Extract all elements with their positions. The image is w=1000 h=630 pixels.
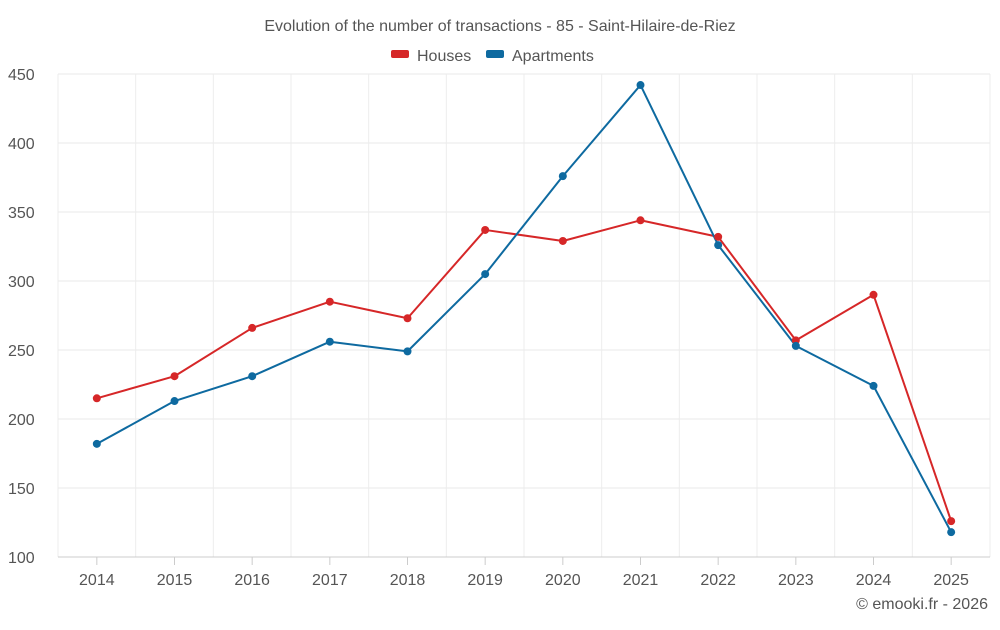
data-point-apartments-2017[interactable]: [325, 337, 334, 346]
data-point-apartments-2014[interactable]: [92, 439, 101, 448]
legend-swatch-apartments: [486, 50, 504, 58]
x-tick-label: 2014: [79, 572, 115, 589]
data-point-apartments-2024[interactable]: [869, 381, 878, 390]
x-tick-label: 2019: [467, 572, 503, 589]
data-point-apartments-2025[interactable]: [947, 528, 956, 537]
data-point-apartments-2023[interactable]: [791, 341, 800, 350]
data-point-houses-2024[interactable]: [869, 290, 878, 299]
data-point-houses-2023[interactable]: [791, 336, 800, 345]
x-tick-label: 2017: [312, 572, 348, 589]
data-point-apartments-2019[interactable]: [481, 270, 490, 279]
data-point-houses-2021[interactable]: [636, 216, 645, 225]
data-point-apartments-2020[interactable]: [558, 172, 567, 181]
x-tick-label: 2022: [700, 572, 736, 589]
x-tick-label: 2018: [390, 572, 426, 589]
data-point-houses-2022[interactable]: [714, 232, 723, 241]
series-layer: [92, 81, 956, 537]
data-point-houses-2014[interactable]: [92, 394, 101, 403]
x-tick-label: 2015: [157, 572, 193, 589]
y-tick-label: 400: [8, 136, 35, 153]
data-point-houses-2015[interactable]: [170, 372, 179, 381]
data-point-apartments-2021[interactable]: [636, 81, 645, 90]
series-line-apartments: [96, 84, 953, 533]
data-point-houses-2020[interactable]: [558, 236, 567, 245]
x-tick-label: 2025: [933, 572, 969, 589]
data-point-houses-2017[interactable]: [325, 297, 334, 306]
y-tick-label: 250: [8, 343, 35, 360]
data-point-houses-2018[interactable]: [403, 314, 412, 323]
y-tick-label: 100: [8, 550, 35, 567]
data-point-houses-2025[interactable]: [947, 517, 956, 526]
credit-text: © emooki.fr - 2026: [856, 596, 988, 613]
data-point-apartments-2022[interactable]: [714, 241, 723, 250]
x-tick-label: 2021: [623, 572, 659, 589]
x-tick-label: 2024: [856, 572, 892, 589]
legend-label-houses: Houses: [417, 48, 471, 65]
data-point-houses-2016[interactable]: [248, 323, 257, 332]
y-tick-label: 200: [8, 412, 35, 429]
series-line-houses: [96, 219, 953, 522]
legend-swatch-houses: [391, 50, 409, 58]
chart-title: Evolution of the number of transactions …: [264, 18, 735, 35]
data-point-apartments-2016[interactable]: [248, 372, 257, 381]
y-tick-label: 350: [8, 205, 35, 222]
legend-label-apartments: Apartments: [512, 48, 594, 65]
y-tick-label: 300: [8, 274, 35, 291]
data-point-apartments-2015[interactable]: [170, 397, 179, 406]
grid: [57, 73, 991, 557]
y-tick-label: 150: [8, 481, 35, 498]
data-point-apartments-2018[interactable]: [403, 347, 412, 356]
y-tick-label: 450: [8, 67, 35, 84]
legend-item-houses[interactable]: Houses: [391, 48, 471, 65]
data-point-houses-2019[interactable]: [481, 225, 490, 234]
x-tick-label: 2023: [778, 572, 814, 589]
legend: Houses Apartments: [391, 48, 594, 65]
x-tick-label: 2020: [545, 572, 581, 589]
axes: 100 150 200 250 300 350 400 450 2014 2015 2016 2017…: [8, 67, 990, 589]
legend-item-apartments[interactable]: Apartments: [486, 48, 594, 65]
x-tick-label: 2016: [234, 572, 270, 589]
